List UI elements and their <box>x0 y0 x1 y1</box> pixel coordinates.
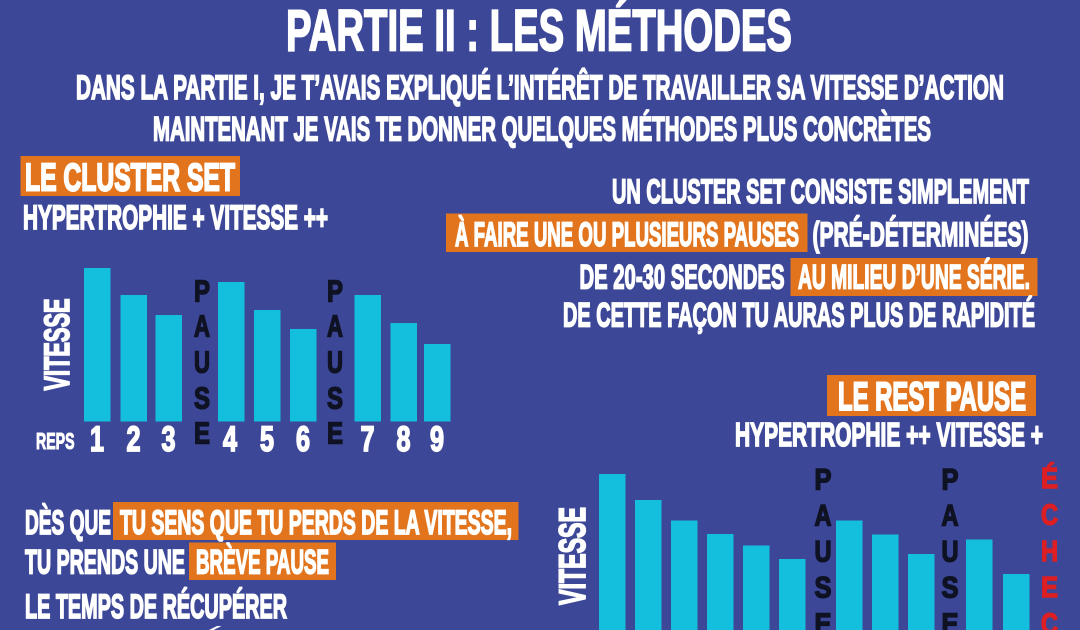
svg-text:É: É <box>1041 463 1058 495</box>
svg-text:S: S <box>942 572 959 605</box>
svg-text:C: C <box>1041 500 1058 532</box>
svg-text:P: P <box>815 463 832 496</box>
svg-text:2: 2 <box>127 420 141 459</box>
svg-text:P: P <box>942 463 959 496</box>
svg-text:U: U <box>327 345 343 380</box>
svg-text:1: 1 <box>90 420 104 459</box>
svg-text:LE TEMPS DE RÉCUPÉRER: LE TEMPS DE RÉCUPÉRER <box>25 588 287 626</box>
svg-text:E: E <box>327 415 343 450</box>
svg-text:4: 4 <box>223 420 237 459</box>
svg-text:P: P <box>194 274 210 309</box>
svg-text:À FAIRE UNE OU PLUSIEURS PAUSE: À FAIRE UNE OU PLUSIEURS PAUSES <box>455 214 799 254</box>
svg-text:AU MILIEU D’UNE SÉRIE.: AU MILIEU D’UNE SÉRIE. <box>798 257 1030 297</box>
svg-text:U: U <box>942 536 959 569</box>
svg-text:VITESSE: VITESSE <box>552 507 593 605</box>
svg-text:UN CLUSTER SET CONSISTE SIMPLE: UN CLUSTER SET CONSISTE SIMPLEMENT <box>612 173 1029 211</box>
svg-text:A: A <box>327 308 343 343</box>
svg-text:7: 7 <box>361 420 375 459</box>
svg-text:H: H <box>1041 536 1058 568</box>
svg-text:9: 9 <box>430 420 444 459</box>
svg-text:HYPERTROPHIE ++ VITESSE +: HYPERTROPHIE ++ VITESSE + <box>735 416 1043 453</box>
svg-text:U: U <box>194 345 210 380</box>
svg-text:REPS: REPS <box>36 428 75 454</box>
svg-text:A: A <box>815 500 832 533</box>
svg-text:E: E <box>815 608 832 630</box>
svg-text:S: S <box>194 381 210 416</box>
svg-text:HYPERTROPHIE + VITESSE ++: HYPERTROPHIE + VITESSE ++ <box>23 199 328 237</box>
svg-text:S: S <box>815 572 832 605</box>
svg-text:LE CLUSTER SET: LE CLUSTER SET <box>25 157 235 200</box>
svg-text:DANS LA PARTIE I, JE T’AVAIS E: DANS LA PARTIE I, JE T’AVAIS EXPLIQUÉ L’… <box>76 67 1004 107</box>
svg-text:MAINTENANT JE VAIS TE DONNER Q: MAINTENANT JE VAIS TE DONNER QUELQUES MÉ… <box>153 109 931 149</box>
svg-text:DE 20-30 SECONDES: DE 20-30 SECONDES <box>580 259 785 297</box>
svg-text:TU SENS QUE TU PERDS DE LA VIT: TU SENS QUE TU PERDS DE LA VITESSE, <box>120 504 512 542</box>
svg-text:(PRÉ-DÉTERMINÉES): (PRÉ-DÉTERMINÉES) <box>813 214 1029 254</box>
svg-text:P: P <box>327 274 343 309</box>
svg-text:TU PRENDS UNE: TU PRENDS UNE <box>25 544 185 582</box>
svg-text:A: A <box>942 500 959 533</box>
svg-text:U: U <box>815 536 832 569</box>
svg-text:8: 8 <box>397 420 411 459</box>
svg-text:VITESSE: VITESSE <box>38 299 77 391</box>
svg-text:LE REST PAUSE: LE REST PAUSE <box>838 375 1026 419</box>
svg-text:3: 3 <box>162 420 176 459</box>
svg-text:BRÈVE PAUSE: BRÈVE PAUSE <box>196 544 329 582</box>
svg-text:E: E <box>194 415 210 450</box>
svg-text:S: S <box>327 381 343 416</box>
svg-text:A: A <box>194 308 210 343</box>
svg-text:DE CETTE FAÇON TU AURAS PLUS D: DE CETTE FAÇON TU AURAS PLUS DE RAPIDITÉ <box>563 295 1035 335</box>
svg-text:PARTIE II : LES MÉTHODES: PARTIE II : LES MÉTHODES <box>286 0 792 64</box>
svg-text:DÈS QUE: DÈS QUE <box>25 504 111 542</box>
svg-text:E: E <box>942 608 959 630</box>
svg-text:C: C <box>1041 608 1058 630</box>
svg-text:E: E <box>1041 572 1058 604</box>
svg-text:5: 5 <box>260 420 274 459</box>
svg-text:6: 6 <box>296 420 310 459</box>
